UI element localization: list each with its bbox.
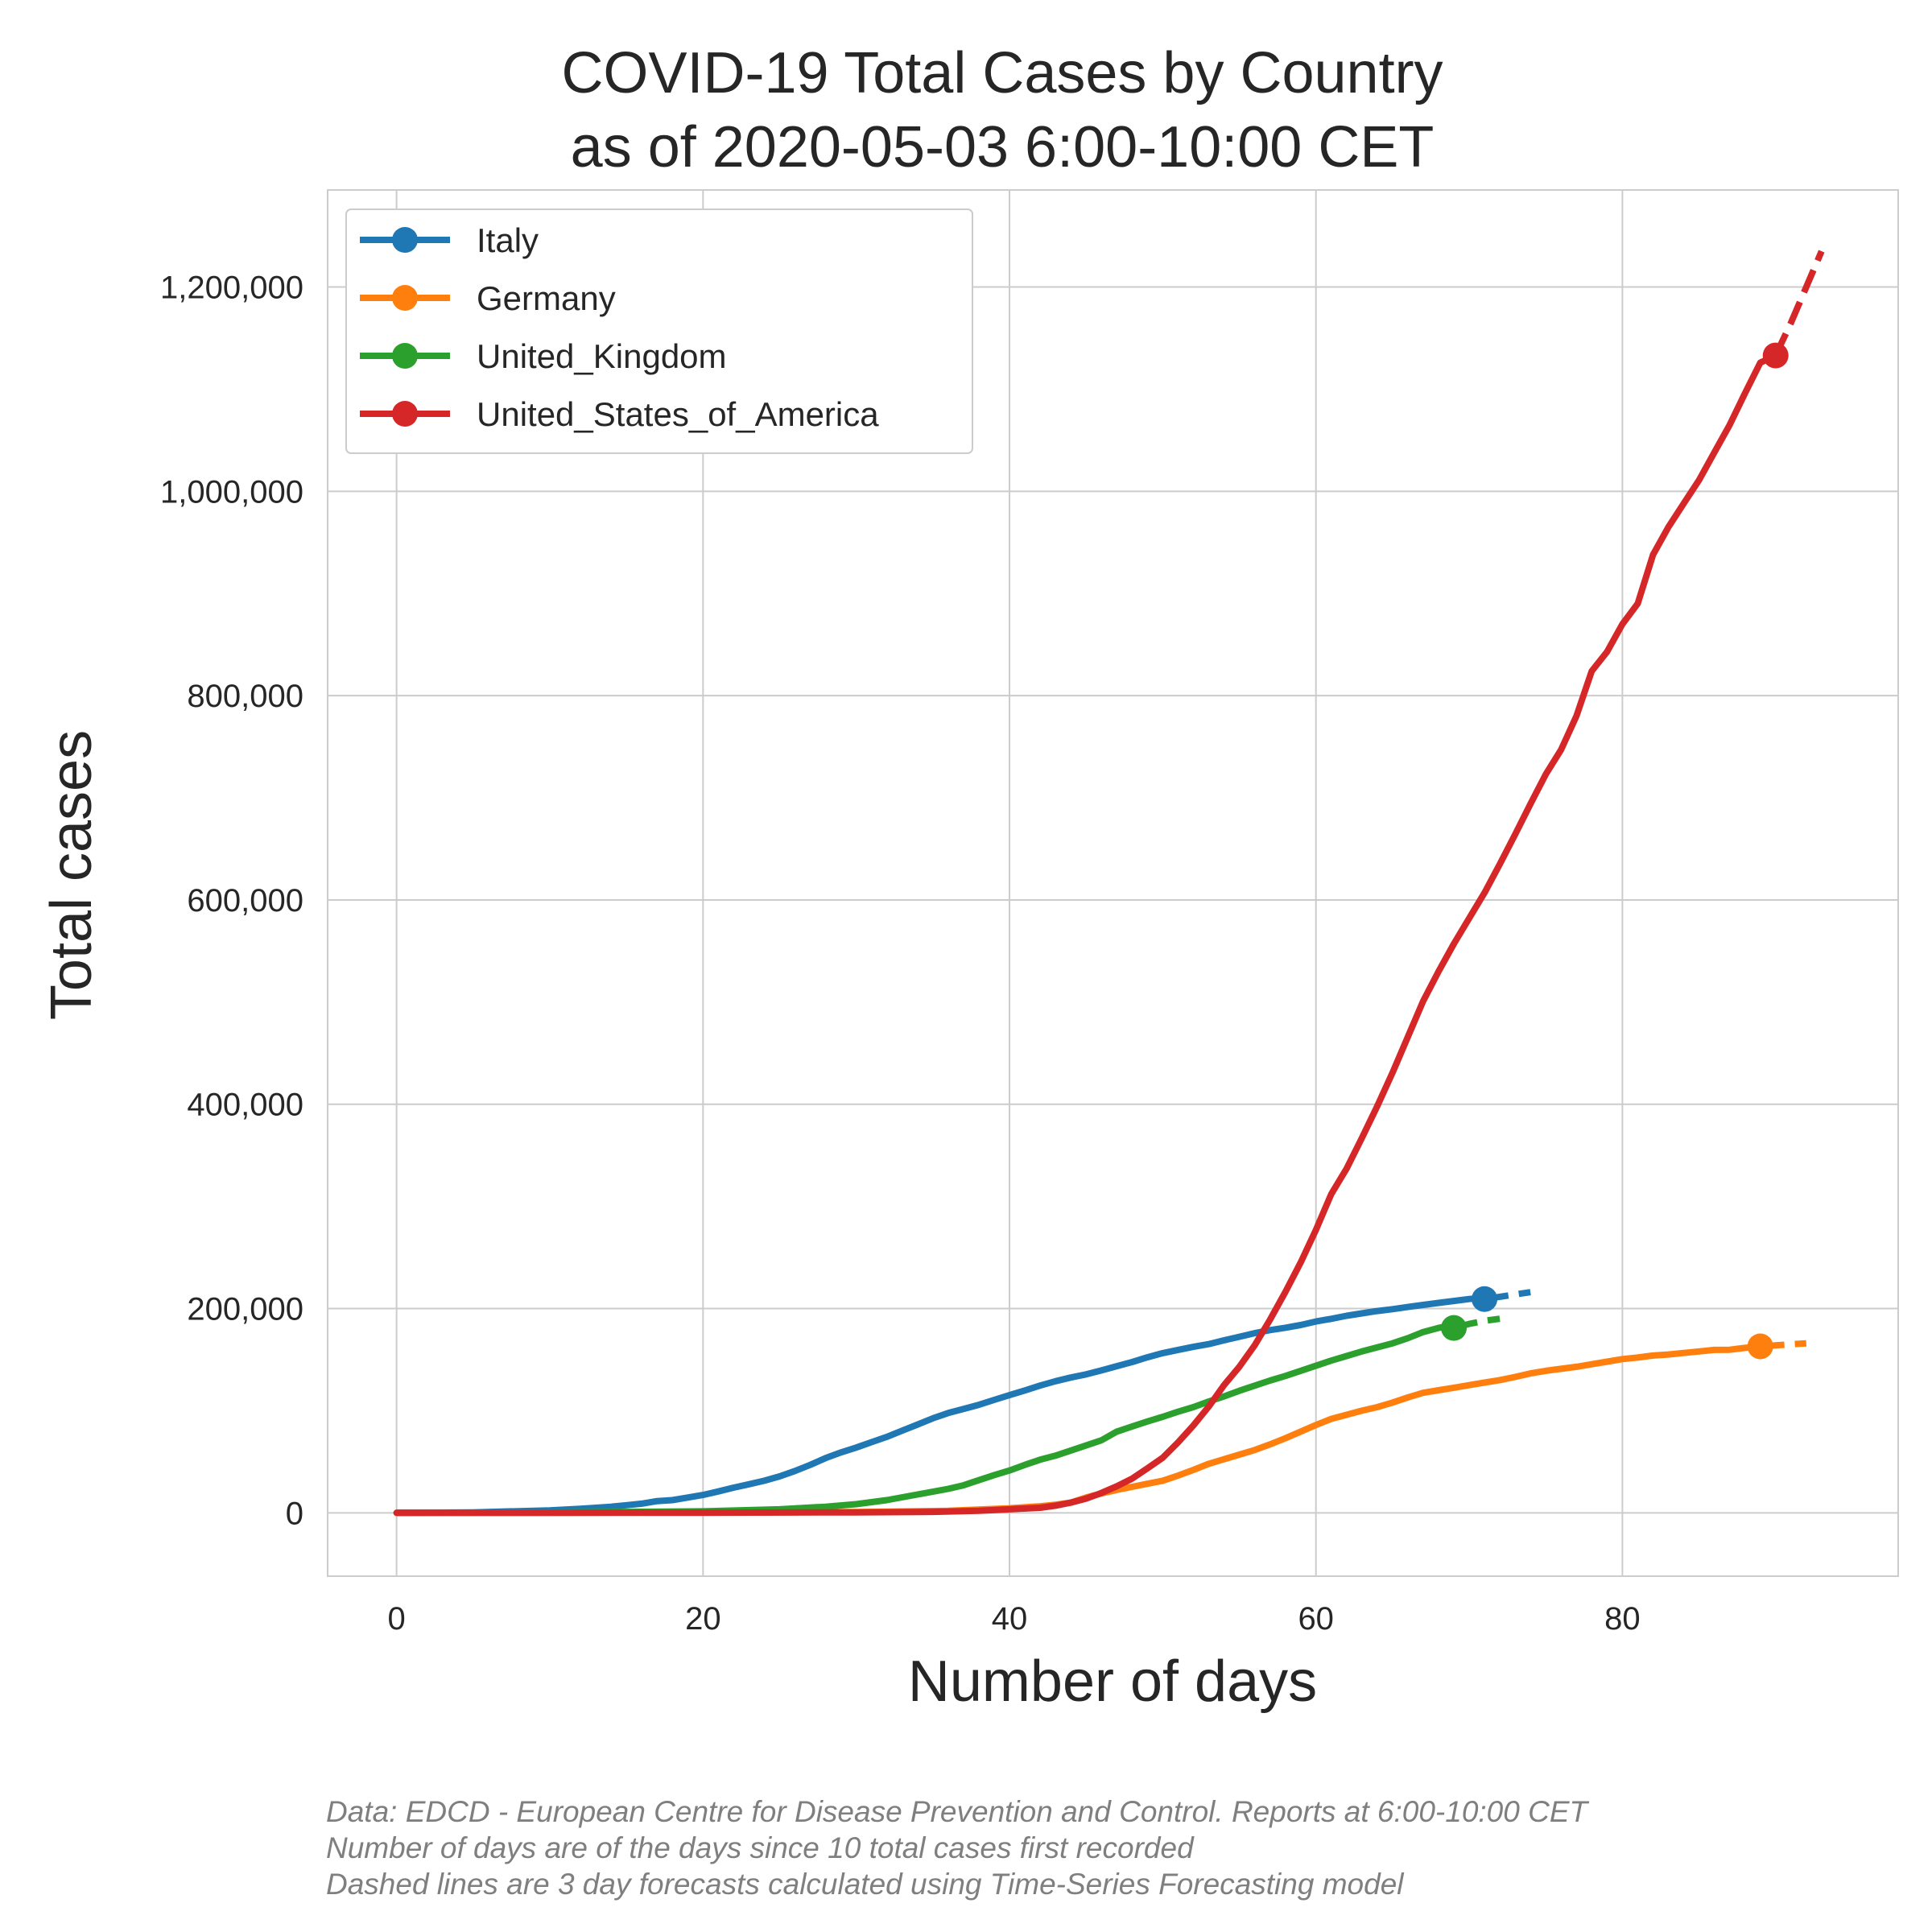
y-tick-label: 200,000 [187, 1292, 303, 1327]
series-lines [393, 352, 1779, 1517]
legend-marker-united-states-of-america [392, 401, 418, 427]
footnote-line-1: Data: EDCD - European Centre for Disease… [326, 1795, 1590, 1828]
series-line-italy [393, 1294, 1488, 1517]
legend-marker-united-kingdom [392, 343, 418, 369]
y-axis-label: Total cases [39, 730, 104, 1020]
x-tick-labels: 0 20 40 60 80 [388, 1601, 1641, 1637]
legend-marker-germany [392, 285, 418, 311]
chart-title-line-1: COVID-19 Total Cases by Country [561, 41, 1443, 105]
x-tick-label: 60 [1298, 1601, 1334, 1637]
footnote-line-3: Dashed lines are 3 day forecasts calcula… [326, 1868, 1405, 1901]
last-point-marker-united-states-of-america [1762, 342, 1789, 369]
y-tick-label: 800,000 [187, 679, 303, 714]
y-tick-label: 600,000 [187, 883, 303, 919]
y-tick-label: 0 [286, 1496, 303, 1531]
legend-label-italy: Italy [477, 221, 539, 259]
x-tick-label: 80 [1604, 1601, 1641, 1637]
forecast-line-united-states-of-america [1773, 250, 1825, 357]
footnotes: Data: EDCD - European Centre for Disease… [326, 1795, 1590, 1901]
y-tick-labels: 0 200,000 400,000 600,000 800,000 1,000,000 1,… [160, 270, 303, 1532]
last-point-marker-italy [1472, 1286, 1498, 1312]
x-axis-label: Number of days [908, 1649, 1317, 1714]
series-line-united-kingdom [393, 1321, 1457, 1517]
legend-label-germany: Germany [477, 279, 616, 317]
last-point-markers [1441, 342, 1789, 1360]
last-point-marker-germany [1747, 1333, 1773, 1360]
legend: Italy Germany United_Kingdom United_States_… [345, 208, 973, 454]
legend-label-united-states-of-america: United_States_of_America [477, 395, 879, 433]
series-line-united-states-of-america [393, 352, 1779, 1517]
chart-title-line-2: as of 2020-05-03 6:00-10:00 CET [571, 115, 1435, 180]
x-tick-label: 0 [388, 1601, 406, 1637]
footnote-line-2: Number of days are of the days since 10 … [326, 1831, 1195, 1864]
last-point-marker-united-kingdom [1441, 1315, 1468, 1341]
y-tick-label: 1,000,000 [160, 474, 303, 510]
y-tick-label: 1,200,000 [160, 270, 303, 306]
y-tick-label: 400,000 [187, 1088, 303, 1123]
x-tick-label: 40 [992, 1601, 1028, 1637]
x-tick-label: 20 [685, 1601, 721, 1637]
legend-label-united-kingdom: United_Kingdom [477, 337, 727, 375]
legend-marker-italy [392, 227, 418, 253]
legend-box [345, 208, 973, 454]
